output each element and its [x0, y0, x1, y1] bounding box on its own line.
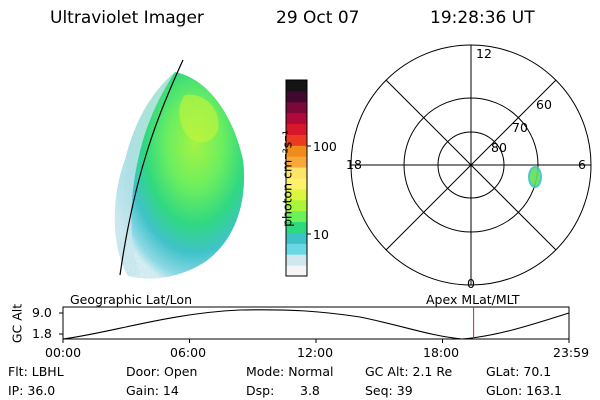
timeline-right-title: Apex MLat/MLT: [426, 292, 520, 307]
polar-mlt-label-0: 0: [467, 276, 475, 291]
colorbar-band: [286, 90, 307, 103]
colorbar-band: [286, 199, 307, 212]
timeline-y-axis-label: GC Alt: [9, 303, 25, 344]
timeline-xtick-label-12: 12:00: [297, 345, 334, 360]
terminator-line: [119, 59, 184, 276]
colorbar-band: [286, 243, 307, 255]
polar-mlt-label-12: 12: [476, 46, 492, 61]
timeline-plot: [59, 306, 570, 343]
colorbar-band: [286, 221, 307, 233]
info-glon: GLon: 163.1: [486, 383, 562, 398]
timeline-left-title: Geographic Lat/Lon: [70, 292, 192, 307]
polar-lat-label-60: 60: [536, 97, 552, 112]
colorbar-unit-label: photon cm⁻²s⁻¹: [279, 130, 295, 227]
polar-plot: [350, 44, 592, 286]
timeline-xtick-label-06: 06:00: [170, 345, 207, 360]
info-glat: GLat: 70.1: [486, 364, 552, 379]
polar-diag-2: [385, 79, 557, 251]
colorbar-band: [286, 188, 307, 201]
info-dsp-value: 3.8: [300, 383, 320, 398]
info-seq: Seq: 39: [365, 383, 413, 398]
info-door: Door: Open: [126, 364, 198, 379]
aurora-bright-spot: [179, 94, 219, 143]
polar-mlt-label-18: 18: [346, 157, 362, 172]
colorbar-band: [286, 134, 307, 146]
info-filter: Flt: LBHL: [8, 364, 64, 379]
colorbar-band: [286, 80, 307, 92]
colorbar-band: [286, 112, 307, 125]
colorbar-band: [286, 254, 307, 266]
colorbar-band: [286, 145, 307, 157]
info-gain: Gain: 14: [126, 383, 179, 398]
polar-lat-label-80: 80: [491, 140, 507, 155]
earth-texture: [114, 72, 245, 279]
colorbar-band: [286, 167, 307, 179]
timeline-xtick-label-18: 18:00: [423, 345, 460, 360]
earth-image: [114, 59, 245, 279]
colorbar-frame: [285, 79, 308, 277]
colorbar-band: [286, 101, 307, 114]
colorbar-band: [286, 210, 307, 223]
instrument-title: Ultraviolet Imager: [50, 8, 204, 28]
polar-aurora-blob: [528, 166, 542, 188]
polar-mlt-label-6: 6: [578, 157, 586, 172]
polar-lat-label-70: 70: [512, 120, 528, 135]
header-date: 29 Oct 07: [276, 8, 360, 28]
colorbar-band: [286, 156, 307, 168]
info-gc-alt: GC Alt: 2.1 Re: [365, 364, 453, 379]
timeline-xtick-label-2359: 23:59: [553, 345, 590, 360]
colorbar-label-10: 10: [313, 227, 329, 242]
info-mode: Mode: Normal: [246, 364, 334, 379]
header-time: 19:28:36 UT: [430, 8, 535, 28]
colorbar-band: [286, 265, 307, 277]
altitude-curve: [62, 309, 570, 340]
colorbar-label-100: 100: [313, 139, 337, 154]
colorbar-band: [286, 232, 307, 244]
timeline-ytick-label-bottom: 1.8: [32, 326, 52, 341]
timeline-ytick-label-top: 9.0: [32, 305, 52, 320]
colorbar-band: [286, 178, 307, 190]
colorbar-band: [286, 123, 307, 135]
colorbar: [286, 80, 307, 277]
timeline-xtick-label-00: 00:00: [45, 345, 82, 360]
info-dsp-label: Dsp:: [246, 383, 275, 398]
info-ip: IP: 36.0: [8, 383, 56, 398]
